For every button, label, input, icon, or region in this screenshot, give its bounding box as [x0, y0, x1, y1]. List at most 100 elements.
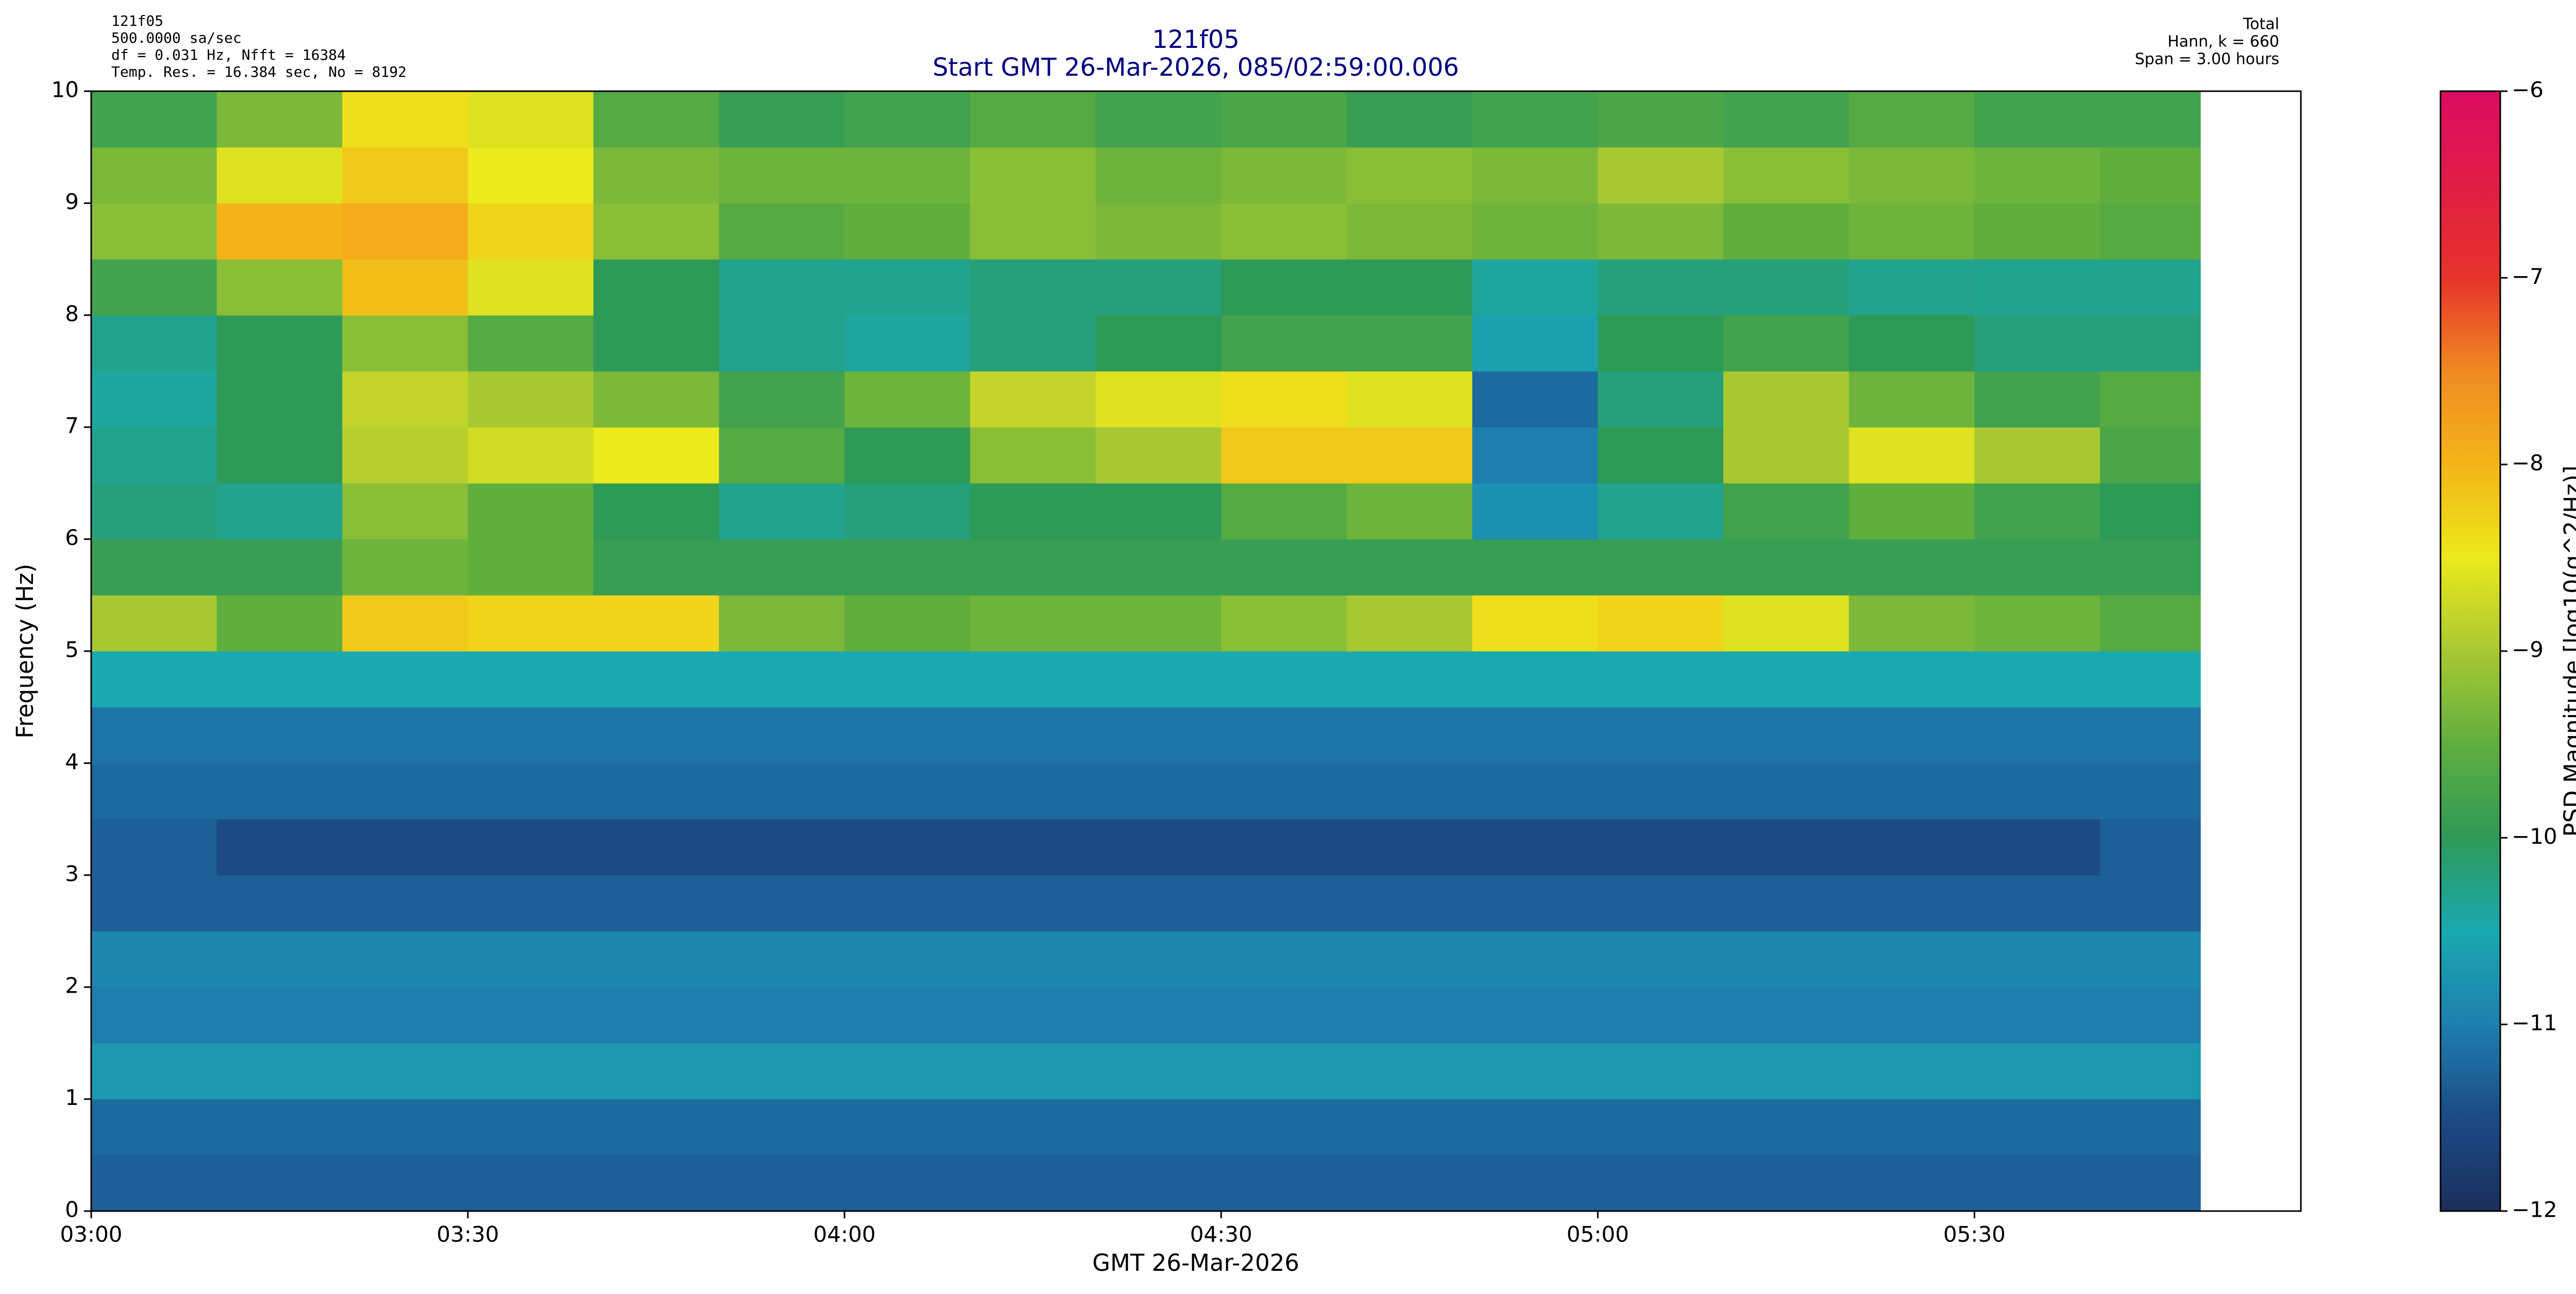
colorbar-tick-label: −8 [2512, 450, 2544, 475]
heatmap-cell [1472, 819, 1598, 876]
heatmap-cell [1723, 819, 1850, 876]
heatmap-cell [468, 203, 594, 260]
heatmap-cell [593, 259, 720, 316]
heatmap-cell [970, 819, 1096, 876]
heatmap-cell [1221, 595, 1347, 652]
y-tick-label: 3 [65, 861, 79, 886]
heatmap-cell [1723, 539, 1850, 595]
heatmap-cell [1346, 595, 1473, 652]
chart-title: 121f05 [1152, 25, 1240, 54]
heatmap-cell [1723, 1099, 1850, 1155]
heatmap-cell [91, 987, 217, 1044]
heatmap-cell [1598, 1099, 1724, 1155]
heatmap-cell [844, 259, 971, 316]
y-tick-label: 2 [65, 973, 79, 998]
heatmap-cell [1095, 1155, 1222, 1212]
heatmap-cell [1974, 1043, 2100, 1100]
heatmap-cell [1221, 707, 1347, 763]
heatmap-cell [2100, 427, 2201, 484]
heatmap-cell [844, 539, 971, 595]
heatmap-cell [844, 875, 971, 932]
heatmap-cell [468, 539, 594, 595]
heatmap-cell [468, 875, 594, 932]
heatmap-cell [1849, 539, 1975, 595]
heatmap-cell [342, 1155, 468, 1212]
heatmap-cell [468, 259, 594, 316]
heatmap-cell [1472, 1155, 1598, 1212]
heatmap-cell [1723, 259, 1850, 316]
heatmap-cell [1472, 875, 1598, 932]
heatmap-cell [593, 91, 720, 148]
heatmap-cell [593, 595, 720, 652]
heatmap-cell [1723, 595, 1850, 652]
heatmap-cell [1472, 763, 1598, 820]
heatmap-cell [91, 203, 217, 260]
heatmap-cell [970, 595, 1096, 652]
heatmap-cell [1221, 931, 1347, 987]
heatmap-cell [844, 651, 971, 708]
heatmap-cell [1974, 91, 2100, 148]
heatmap-cell [1095, 539, 1222, 595]
heatmap-cell [1346, 259, 1473, 316]
heatmap-cell [1472, 1043, 1598, 1100]
heatmap-cell [1346, 875, 1473, 932]
heatmap-cell [216, 371, 343, 428]
heatmap-cell [1221, 259, 1347, 316]
heatmap-cell [844, 1043, 971, 1100]
heatmap-cell [719, 763, 845, 820]
heatmap-cell [593, 483, 720, 540]
heatmap-cell [342, 819, 468, 876]
heatmap-cell [342, 987, 468, 1044]
heatmap-cell [2100, 707, 2201, 763]
heatmap-cell [1849, 1155, 1975, 1212]
heatmap-cell [91, 427, 217, 484]
heatmap-cell [970, 763, 1096, 820]
heatmap-cell [593, 1155, 720, 1212]
heatmap-cell [2100, 875, 2201, 932]
heatmap-cell [2100, 819, 2201, 876]
heatmap-cell [1598, 427, 1724, 484]
heatmap-cell [216, 147, 343, 203]
heatmap-cell [468, 819, 594, 876]
heatmap-cell [1346, 483, 1473, 540]
heatmap-cell [970, 707, 1096, 763]
heatmap-cell [1849, 595, 1975, 652]
heatmap-cell [719, 651, 845, 708]
heatmap-cell [1974, 595, 2100, 652]
heatmap-cell [342, 315, 468, 372]
heatmap-cell [1598, 931, 1724, 987]
header-left-line: df = 0.031 Hz, Nfft = 16384 [111, 46, 346, 63]
heatmap-cell [1221, 539, 1347, 595]
heatmap-cell [2100, 539, 2201, 595]
heatmap-cell [1346, 987, 1473, 1044]
heatmap-cell [468, 147, 594, 203]
heatmap-cell [719, 315, 845, 372]
heatmap-cell [593, 315, 720, 372]
heatmap-cell [1849, 427, 1975, 484]
heatmap-cell [719, 371, 845, 428]
heatmap-cell [719, 931, 845, 987]
heatmap-cell [593, 1043, 720, 1100]
heatmap-cell [593, 427, 720, 484]
heatmap-cell [468, 1099, 594, 1155]
heatmap-cell [1723, 315, 1850, 372]
heatmap-cell [216, 1155, 343, 1212]
heatmap-cell [216, 315, 343, 372]
heatmap-cell [1974, 707, 2100, 763]
x-tick-label: 04:30 [1190, 1222, 1252, 1247]
heatmap-cell [719, 875, 845, 932]
heatmap-cell [970, 259, 1096, 316]
colorbar-tick-label: −12 [2512, 1197, 2557, 1222]
heatmap-cell [468, 371, 594, 428]
heatmap-cell [1095, 763, 1222, 820]
heatmap-cell [844, 595, 971, 652]
heatmap-cell [1723, 987, 1850, 1044]
heatmap-cell [593, 371, 720, 428]
heatmap-cell [719, 1043, 845, 1100]
heatmap-cell [593, 651, 720, 708]
heatmap-cell [1472, 147, 1598, 203]
heatmap-cell [468, 315, 594, 372]
heatmap-cell [1346, 707, 1473, 763]
heatmap-cell [1472, 651, 1598, 708]
heatmap-cell [844, 931, 971, 987]
